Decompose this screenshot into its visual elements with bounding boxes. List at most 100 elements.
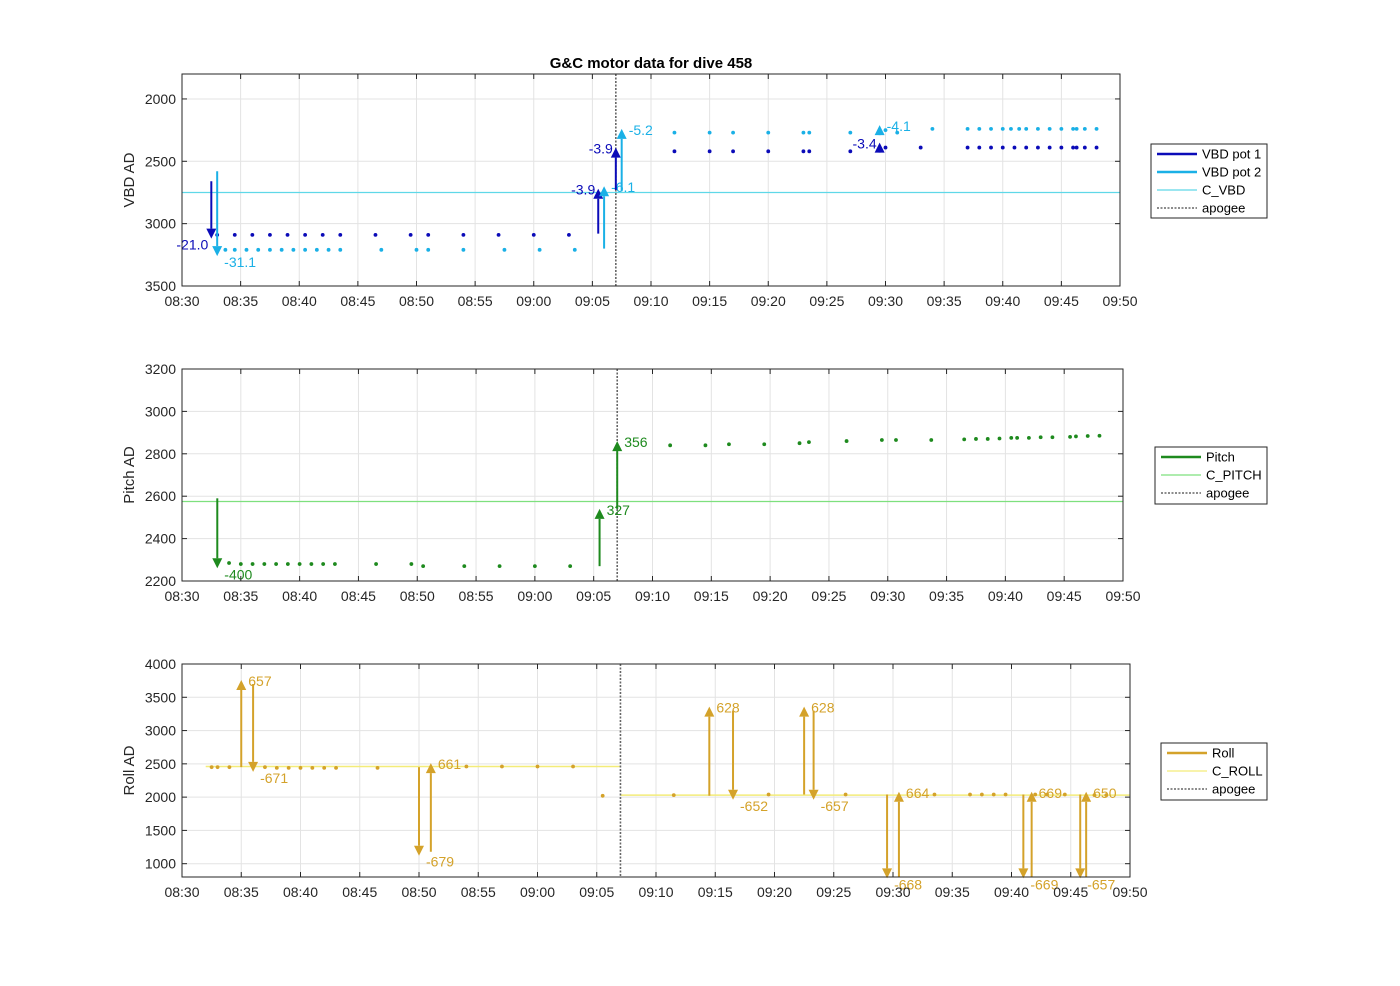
data-point: [1003, 792, 1008, 797]
data-point: [968, 792, 972, 797]
data-point: [408, 232, 413, 237]
x-tick-label: 09:10: [638, 884, 673, 900]
arrow-label: -3.9: [571, 182, 595, 198]
data-point: [965, 126, 970, 131]
data-point: [989, 145, 993, 150]
data-point: [965, 145, 970, 150]
y-tick-label: 4000: [145, 656, 176, 672]
data-point: [285, 562, 290, 566]
x-tick-label: 08:45: [340, 293, 375, 309]
data-point: [322, 765, 327, 770]
y-tick-label: 2000: [145, 91, 176, 107]
y-axis-label: VBD AD: [121, 152, 138, 207]
x-tick-label: 09:15: [698, 884, 733, 900]
data-point: [1071, 126, 1075, 131]
data-point: [1015, 436, 1020, 440]
data-point: [801, 130, 806, 135]
data-point: [985, 437, 990, 441]
arrow-label: 628: [811, 700, 835, 716]
data-point: [291, 247, 296, 252]
arrow-head: [1075, 868, 1086, 879]
data-point: [379, 247, 384, 252]
data-point: [1045, 792, 1049, 797]
legend-entry: C_VBD: [1202, 183, 1245, 198]
data-point: [279, 247, 284, 252]
arrow-label: -3.9: [589, 141, 613, 157]
data-point: [895, 130, 900, 135]
data-point: [883, 128, 888, 133]
data-point: [421, 564, 426, 569]
data-point: [989, 126, 993, 131]
y-tick-label: 2500: [145, 153, 176, 169]
chart-title: G&C motor data for dive 458: [550, 55, 753, 72]
data-point: [930, 126, 935, 131]
x-tick-label: 08:55: [459, 588, 494, 604]
y-tick-label: 2200: [145, 573, 176, 589]
data-point: [1027, 436, 1031, 440]
data-point: [929, 438, 934, 442]
data-point: [338, 232, 343, 237]
data-point: [1024, 126, 1029, 131]
x-tick-label: 08:35: [224, 884, 259, 900]
data-point: [1000, 126, 1005, 131]
arrow-label: -3.4: [853, 136, 877, 152]
arrow-label: -652: [740, 798, 768, 814]
data-point: [731, 149, 735, 154]
x-tick-label: 08:50: [399, 293, 434, 309]
data-point: [1000, 145, 1005, 150]
legend-entry: Pitch: [1206, 450, 1235, 465]
data-point: [766, 149, 771, 154]
data-point: [321, 562, 326, 566]
x-tick-label: 09:50: [1112, 884, 1147, 900]
data-point: [215, 765, 220, 770]
arrow-head: [1026, 791, 1037, 802]
legend-entry: VBD pot 1: [1202, 147, 1261, 162]
arrow-head: [893, 791, 904, 802]
data-point: [496, 232, 501, 237]
legend-entry: apogee: [1206, 486, 1249, 501]
x-tick-label: 09:25: [816, 884, 851, 900]
data-point: [727, 442, 731, 447]
arrow-label: 327: [607, 502, 631, 518]
data-point: [672, 130, 677, 135]
arrow-label: -21.0: [176, 237, 208, 253]
data-point: [227, 561, 231, 565]
data-point: [977, 126, 982, 131]
y-tick-label: 3000: [145, 403, 176, 419]
data-point: [707, 130, 712, 135]
x-tick-label: 08:30: [164, 293, 199, 309]
arrow-head: [874, 142, 885, 153]
data-point: [531, 232, 536, 237]
data-point: [497, 564, 502, 569]
data-point: [848, 149, 853, 154]
arrow-label: 661: [438, 756, 462, 772]
x-tick-label: 09:25: [811, 588, 846, 604]
data-point: [244, 247, 249, 252]
data-point: [1012, 145, 1017, 150]
x-tick-label: 09:45: [1044, 293, 1079, 309]
data-point: [844, 439, 849, 443]
y-tick-label: 1500: [145, 822, 176, 838]
data-point: [303, 232, 308, 237]
data-point: [1068, 434, 1072, 439]
arrow-label: -668: [894, 876, 922, 892]
data-point: [263, 765, 267, 770]
x-tick-label: 08:55: [458, 293, 493, 309]
x-tick-label: 09:10: [635, 588, 670, 604]
data-point: [227, 765, 232, 770]
data-point: [502, 247, 507, 252]
data-point: [932, 792, 937, 797]
x-tick-label: 08:40: [282, 293, 317, 309]
arrow-label: 657: [248, 673, 272, 689]
x-tick-label: 09:05: [579, 884, 614, 900]
data-point: [1062, 792, 1067, 797]
data-point: [707, 149, 712, 154]
arrow-head: [874, 125, 885, 136]
x-tick-label: 09:00: [517, 588, 552, 604]
data-point: [338, 247, 343, 252]
data-point: [1074, 434, 1078, 439]
arrow-head: [612, 441, 623, 452]
data-point: [668, 443, 673, 448]
data-point: [320, 232, 325, 237]
